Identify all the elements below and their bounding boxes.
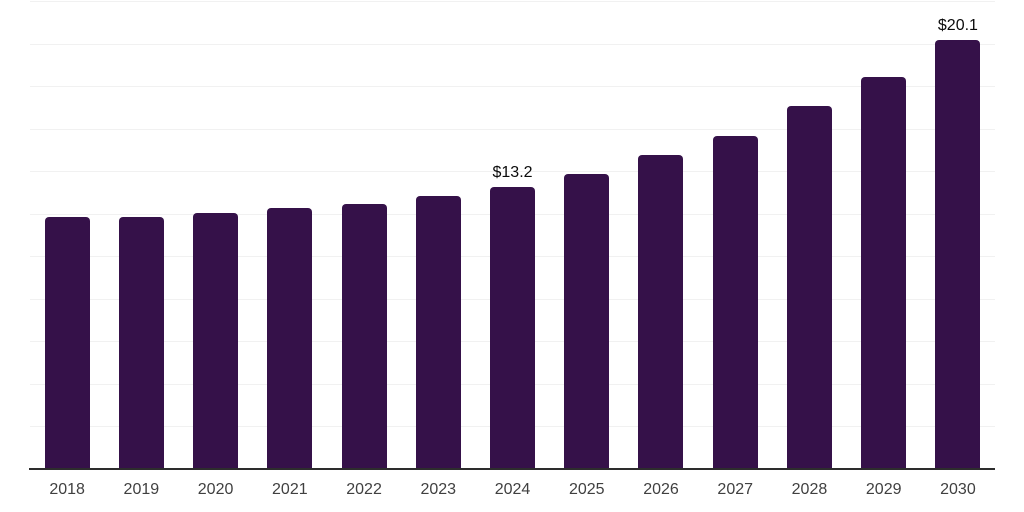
x-tick-label-2021: 2021 (272, 481, 308, 498)
x-tick-label-2026: 2026 (643, 481, 679, 498)
gridline (30, 43, 995, 45)
gridline (30, 171, 995, 173)
bar-2021[interactable] (267, 208, 313, 470)
bar-2028[interactable] (786, 106, 832, 470)
x-tick-label-2030: 2030 (940, 481, 976, 498)
gridline (30, 128, 995, 130)
bar-slot-2029 (847, 0, 921, 470)
bar-slot-2026 (624, 0, 698, 470)
gridline (30, 86, 995, 88)
x-tick-label-2023: 2023 (420, 481, 457, 498)
bar-slot-2023 (401, 0, 475, 470)
plot-area: $13.2 $20.1 (29, 0, 995, 470)
x-axis-line (29, 468, 995, 470)
bar-2030[interactable] (935, 40, 981, 470)
bar-2022[interactable] (341, 204, 387, 470)
bar-slot-2024: $13.2 (475, 0, 549, 470)
x-axis-labels: 2018 2019 2020 2021 2022 2023 2024 2025 2026 2027… (30, 480, 995, 500)
bar-2024[interactable] (490, 187, 536, 470)
bar-slot-2022 (327, 0, 401, 470)
bar-slot-2019 (104, 0, 178, 470)
x-tick-label-2027: 2027 (717, 481, 754, 498)
bar-2026[interactable] (638, 155, 684, 470)
x-tick-label-2028: 2028 (791, 481, 828, 498)
x-tick-label-2025: 2025 (568, 481, 605, 498)
x-tick-label-2019: 2019 (123, 481, 160, 498)
bar-2029[interactable] (861, 76, 907, 470)
bar-slot-2018 (30, 0, 104, 470)
bar-slot-2021 (253, 0, 327, 470)
x-tick-label-2018: 2018 (49, 481, 85, 498)
bar-2027[interactable] (712, 136, 758, 470)
bar-value-label-2024: $13.2 (492, 164, 533, 182)
bars-container: $13.2 $20.1 (30, 0, 995, 470)
bar-slot-2025 (550, 0, 624, 470)
x-tick-label-2020: 2020 (197, 481, 234, 498)
bar-2020[interactable] (193, 212, 239, 470)
bar-2018[interactable] (44, 216, 90, 470)
gridline (30, 1, 995, 2)
bar-2025[interactable] (564, 174, 610, 470)
bar-slot-2028 (772, 0, 846, 470)
x-tick-label-2024: 2024 (494, 481, 531, 498)
bar-value-label-2030: $20.1 (937, 17, 978, 35)
x-tick-label-2022: 2022 (346, 481, 382, 498)
bar-2023[interactable] (415, 195, 461, 470)
x-tick-label-2029: 2029 (865, 481, 902, 498)
bar-slot-2027 (698, 0, 772, 470)
bar-slot-2030: $20.1 (921, 0, 995, 470)
bar-slot-2020 (178, 0, 252, 470)
bar-2019[interactable] (118, 216, 164, 470)
